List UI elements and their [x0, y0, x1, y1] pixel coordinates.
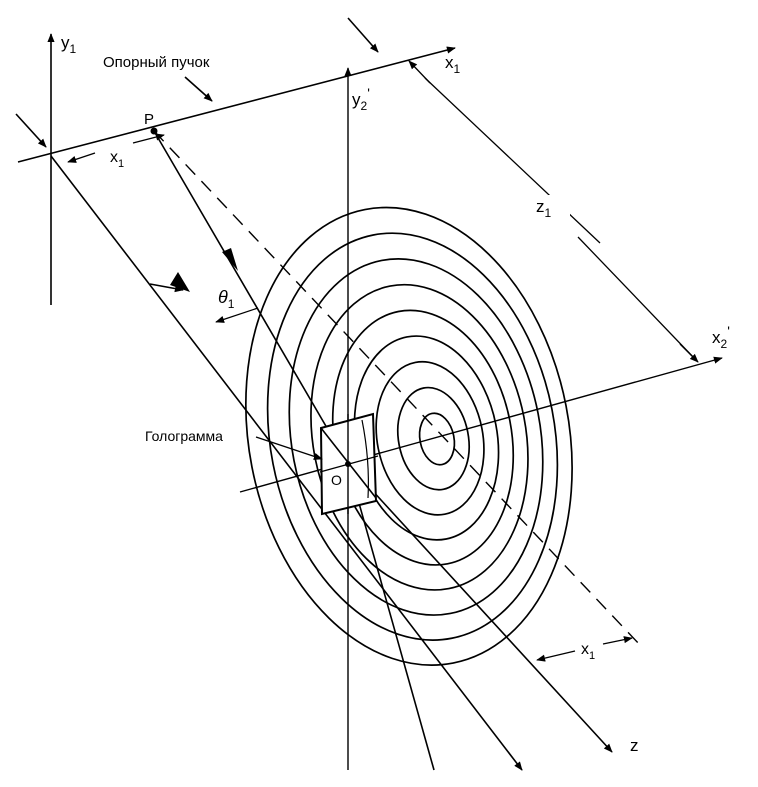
z1-label: z1 — [536, 197, 552, 220]
x2-prime-axis-label: x2' — [712, 323, 730, 351]
hologram-label: Голограмма — [145, 428, 223, 444]
z1-dimension-line-2 — [577, 236, 696, 360]
point-p-label: P — [144, 111, 154, 128]
x1-offset-bottom-label: x1 — [581, 641, 595, 662]
reconstruction-ray — [347, 463, 435, 771]
interference-ring — [266, 232, 559, 641]
reference-beam-line — [17, 46, 456, 163]
y2-prime-axis-label: y2' — [352, 85, 370, 113]
dashed-line-p-center — [153, 130, 641, 646]
x1-dimension-left-arrow — [67, 152, 96, 163]
theta-label: θ1 — [218, 287, 235, 311]
x1-bottom-left-arrow — [536, 650, 576, 662]
interference-ring — [375, 360, 485, 516]
x1-bottom-right-arrow — [602, 636, 633, 645]
y1-axis-label: y1 — [61, 33, 77, 56]
z-axis — [347, 463, 613, 753]
x1-offset-top-label: x1 — [110, 149, 124, 170]
z1-label-gap — [530, 195, 570, 225]
origin-o-label: O — [331, 472, 342, 488]
interference-rings — [244, 206, 573, 666]
x1-axis-label: x1 — [445, 53, 461, 76]
origin-o-point — [345, 461, 351, 467]
z1-dimension-line — [424, 77, 601, 244]
interference-ring — [418, 412, 456, 466]
ray-p-to-hologram — [153, 130, 349, 465]
z1-arrow-bottom — [679, 343, 699, 363]
hologram-label-arrow — [255, 436, 323, 460]
ray-origin-to-hologram — [50, 155, 523, 771]
ray-p-arrowhead-mid — [222, 248, 238, 271]
ray-arrowhead-mid — [170, 272, 190, 292]
x2-prime-axis — [239, 356, 723, 493]
z-axis-label: z — [630, 736, 639, 755]
ray-origin-direction-arrow — [149, 283, 184, 293]
z1-arrow-top — [408, 60, 431, 84]
interference-ring — [396, 386, 470, 491]
interference-ring — [288, 258, 544, 616]
beam-arrow-label — [184, 76, 213, 102]
beam-arrow-top — [347, 17, 379, 53]
beam-arrow-left — [15, 113, 47, 148]
theta-arrow — [215, 307, 259, 323]
interference-ring — [244, 206, 573, 666]
reference-beam-label: Опорный пучок — [103, 54, 210, 71]
